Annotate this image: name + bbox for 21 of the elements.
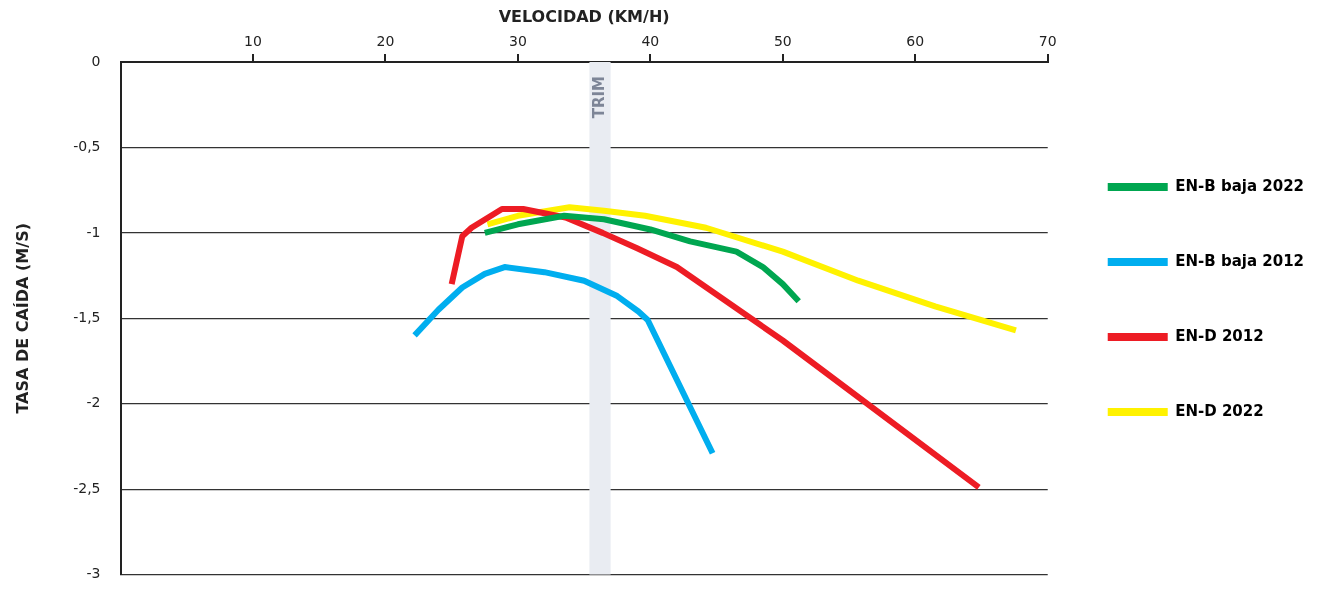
x-tick-label: 60 <box>906 33 925 50</box>
legend-label: EN-D 2022 <box>1175 401 1264 420</box>
x-axis-title: VELOCIDAD (KM/H) <box>498 6 670 26</box>
y-tick-label: -1,5 <box>73 308 101 325</box>
x-tick-label: 70 <box>1038 33 1057 50</box>
y-tick-label: -0,5 <box>73 138 101 155</box>
y-tick-label: 0 <box>91 52 101 69</box>
y-axis-title: TASA DE CAÍDA (M/S) <box>12 223 32 414</box>
legend-label: EN-B baja 2022 <box>1175 176 1305 195</box>
x-tick-label: 50 <box>773 33 792 50</box>
y-tick-label: -1 <box>86 223 101 240</box>
x-tick-label: 40 <box>641 33 660 50</box>
y-tick-label: -2,5 <box>73 479 101 496</box>
y-tick-label: -3 <box>86 565 101 582</box>
band-label: TRIM <box>589 76 608 119</box>
legend-label: EN-B baja 2012 <box>1175 251 1305 270</box>
x-tick-label: 20 <box>376 33 395 50</box>
x-tick-label: 10 <box>244 33 262 50</box>
legend-label: EN-D 2012 <box>1175 326 1264 345</box>
x-tick-label: 30 <box>508 33 527 50</box>
y-tick-label: -2 <box>86 394 101 411</box>
